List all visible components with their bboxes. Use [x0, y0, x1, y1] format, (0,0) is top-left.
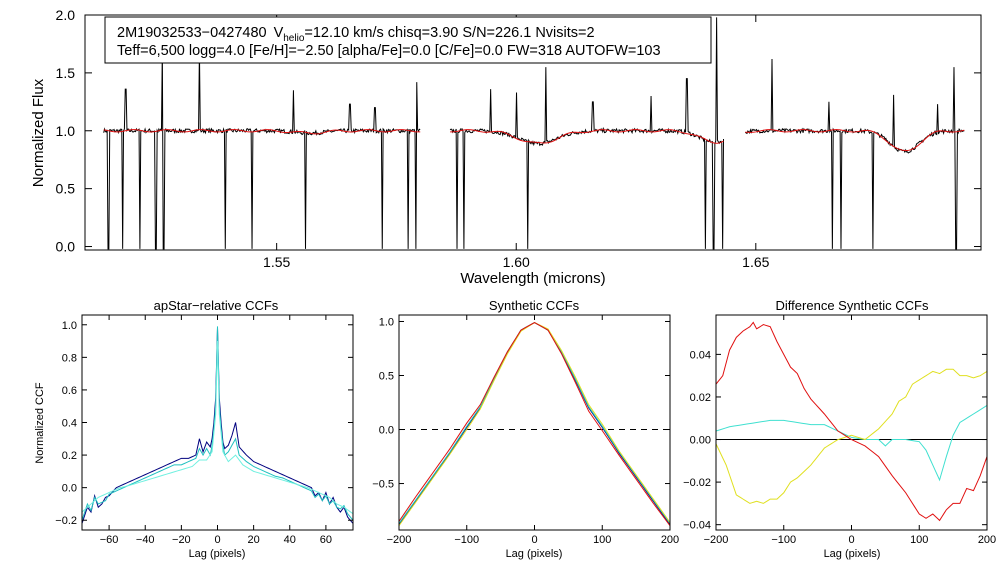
synthetic-ccf-xtick-label: 100 — [593, 534, 611, 546]
apstar-ccf-xtick-label: 40 — [284, 534, 296, 546]
difference-ccf-title: Difference Synthetic CCFs — [776, 298, 929, 313]
difference-ccf-ticks: −200 −100 0 100 200 −0.04 −0.02 0.00 0.02 0.04 — [683, 315, 996, 546]
spectrum-xtick-label: 1.60 — [503, 254, 530, 270]
apstar-ccf-ytick-label: 0.4 — [62, 418, 77, 430]
spectrum-ytick-label: 1.5 — [56, 65, 76, 81]
info-box: 2M19032533−0427480 Vhelio=12.10 km/s chis… — [104, 16, 712, 64]
difference-ccf-ytick-label: −0.02 — [683, 477, 711, 489]
spectrum-ticks: 1.55 1.60 1.65 0.0 0.5 1.0 1.5 2.0 — [56, 7, 981, 270]
difference-ccf-xtick-label: −200 — [704, 534, 729, 546]
difference-ccf-ytick-label: 0.04 — [690, 349, 711, 361]
info-star-id: 2M19032533−0427480 — [117, 25, 267, 41]
apstar-ccf-ytick-label: −0.2 — [55, 515, 77, 527]
synthetic-ccf-xtick-label: −100 — [454, 534, 479, 546]
info-vhelio-symbol: V — [274, 25, 284, 41]
info-line-1-values: =12.10 km/s chisq=3.90 S/N=226.1 Nvisits… — [304, 25, 594, 41]
difference-ccf-panel: Difference Synthetic CCFs −200 −100 0 100 20… — [683, 298, 996, 560]
apstar-ccf-ytick-label: 0.2 — [62, 450, 77, 462]
synthetic-ccf-ytick-label: 0.5 — [379, 371, 394, 383]
apstar-ccf-xlabel: Lag (pixels) — [189, 548, 246, 560]
synthetic-ccf-ytick-label: 1.0 — [379, 316, 394, 328]
spectrum-ytick-label: 0.0 — [56, 239, 76, 255]
difference-ccf-xtick-label: −100 — [771, 534, 796, 546]
apstar-ccf-ytick-label: 0.6 — [62, 385, 77, 397]
apstar-ccf-panel: apStar−relative CCFs −60 −40 −20 0 20 40 60 −0.… — [34, 298, 354, 560]
apstar-ccf-ticks: −60 −40 −20 0 20 40 60 −0.2 0.0 0.2 0.4 0.6 0.8 1.0 — [55, 315, 353, 546]
apstar-ccf-plot-area — [82, 326, 353, 524]
difference-ccf-xtick-label: 200 — [978, 534, 996, 546]
info-line-1: 2M19032533−0427480 Vhelio=12.10 km/s chis… — [117, 25, 595, 44]
spectrum-xtick-label: 1.65 — [742, 254, 769, 270]
difference-ccf-xtick-label: 100 — [910, 534, 928, 546]
spectrum-plot-area — [103, 17, 965, 250]
difference-ccf-ytick-label: 0.02 — [690, 392, 711, 404]
difference-ccf-series-4 — [716, 321, 987, 522]
synthetic-ccf-title: Synthetic CCFs — [489, 298, 580, 313]
apstar-ccf-ytick-label: 1.0 — [62, 320, 77, 332]
spectrum-model-line — [450, 129, 724, 144]
synthetic-ccf-series-4 — [399, 321, 670, 526]
apstar-ccf-ytick-label: 0.0 — [62, 483, 77, 495]
spectrum-model-line — [103, 129, 421, 135]
info-line-2: Teff=6,500 logg=4.0 [Fe/H]=−2.50 [alpha/… — [117, 43, 661, 59]
spectrum-ytick-label: 0.5 — [56, 181, 76, 197]
spectrum-model-line — [745, 129, 965, 152]
apstar-ccf-ylabel: Normalized CCF — [34, 382, 46, 464]
info-vhelio-subscript: helio — [283, 33, 305, 44]
synthetic-ccf-ytick-label: 0.0 — [379, 425, 394, 437]
difference-ccf-series-3 — [716, 368, 987, 504]
synthetic-ccf-panel: Synthetic CCFs −200 −100 0 100 200 −0.5 0.0 0.5… — [372, 298, 679, 560]
apstar-ccf-xtick-label: −20 — [172, 534, 191, 546]
difference-ccf-ytick-label: 0.00 — [690, 435, 711, 447]
spectrum-xtick-label: 1.55 — [263, 254, 290, 270]
apstar-ccf-xtick-label: 60 — [320, 534, 332, 546]
apstar-ccf-xtick-label: 0 — [214, 534, 220, 546]
spectrum-frame — [84, 14, 982, 251]
synthetic-ccf-xtick-label: 0 — [531, 534, 537, 546]
difference-ccf-xlabel: Lag (pixels) — [824, 548, 881, 560]
spectrum-ylabel: Normalized Flux — [30, 78, 47, 187]
info-box-frame — [104, 16, 712, 64]
synthetic-ccf-ytick-label: −0.5 — [372, 479, 394, 491]
difference-ccf-series-2 — [716, 405, 987, 482]
spectrum-ytick-label: 1.0 — [56, 123, 76, 139]
difference-ccf-plot-area — [716, 321, 987, 522]
spectrum-xlabel: Wavelength (microns) — [460, 270, 605, 287]
difference-ccf-ytick-label: −0.04 — [683, 520, 711, 532]
apstar-ccf-xtick-label: 20 — [248, 534, 260, 546]
apstar-ccf-ytick-label: 0.8 — [62, 352, 77, 364]
synthetic-ccf-xlabel: Lag (pixels) — [506, 548, 563, 560]
synthetic-ccf-ticks: −200 −100 0 100 200 −0.5 0.0 0.5 1.0 — [372, 315, 679, 546]
spectrum-panel: 1.55 1.60 1.65 0.0 0.5 1.0 1.5 2.0 Wavelength (… — [30, 7, 982, 287]
synthetic-ccf-xtick-label: 200 — [661, 534, 679, 546]
difference-ccf-xtick-label: 0 — [848, 534, 854, 546]
apstar-ccf-xtick-label: −40 — [136, 534, 155, 546]
synthetic-ccf-plot-area — [399, 321, 670, 526]
spectrum-ytick-label: 2.0 — [56, 7, 76, 23]
apstar-ccf-title: apStar−relative CCFs — [154, 298, 279, 313]
apstar-ccf-series-3 — [82, 341, 353, 515]
apstar-ccf-xtick-label: −60 — [100, 534, 119, 546]
synthetic-ccf-xtick-label: −200 — [387, 534, 412, 546]
